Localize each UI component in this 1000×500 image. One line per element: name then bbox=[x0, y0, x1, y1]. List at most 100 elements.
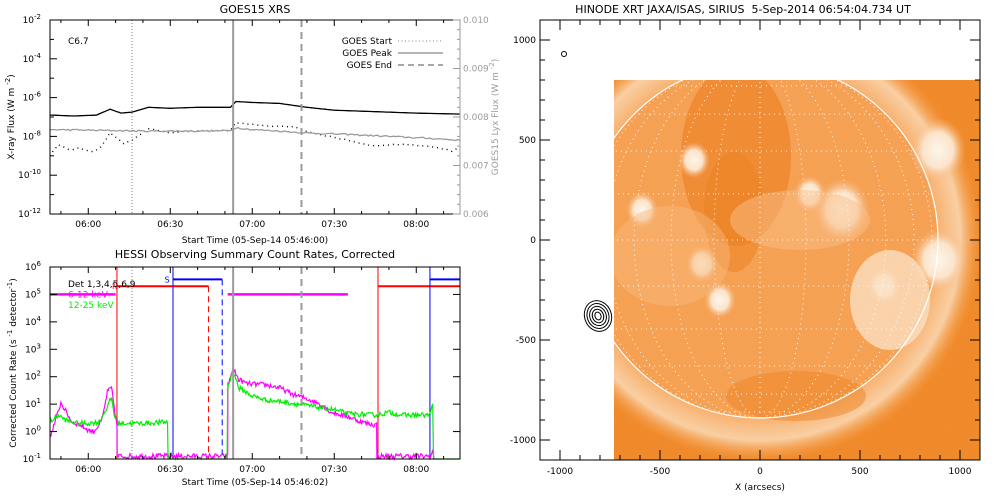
xrt-overlay-clipped bbox=[614, 80, 939, 419]
xrt-y-tick-label: -1000 bbox=[510, 436, 536, 446]
xrt-x-tick-label: 0 bbox=[757, 467, 763, 477]
xrt-longitude-grid bbox=[614, 80, 761, 419]
hessi-x-tick-label: 08:00 bbox=[403, 465, 429, 475]
hessi-y-tick-label: 103 bbox=[25, 342, 41, 355]
goes-y-tick-label: 10-6 bbox=[23, 91, 42, 104]
xrt-title: HINODE XRT JAXA/ISAS, SIRIUS 5-Sep-2014 … bbox=[575, 3, 911, 16]
goes-event-lines bbox=[131, 20, 303, 214]
goes-series-lyman bbox=[49, 127, 461, 142]
xrt-x-tick-label: 500 bbox=[851, 467, 868, 477]
xrt-longitude-grid bbox=[670, 80, 761, 419]
goes-y-tick-label: 10-12 bbox=[18, 207, 41, 220]
xrt-hessi-contour bbox=[583, 300, 613, 332]
hessi-x-ticks: 06:00 06:30 07:00 07:30 08:00 bbox=[60, 267, 445, 475]
goes-right-y-tick-label: 0.008 bbox=[463, 113, 489, 123]
goes-series-long bbox=[50, 100, 461, 117]
hessi-series-6-12kev bbox=[49, 366, 435, 462]
xrt-x-label: X (arcsecs) bbox=[735, 483, 785, 493]
hessi-series-12-25kev bbox=[49, 370, 460, 460]
hessi-series-group bbox=[49, 366, 460, 462]
hessi-title: HESSI Observing Summary Count Rates, Cor… bbox=[115, 248, 395, 261]
xrt-longitude-grid bbox=[759, 80, 850, 419]
hessi-event-lines bbox=[131, 267, 303, 459]
hessi-legend-label: Det 1,3,4,5,6,9 bbox=[68, 280, 136, 290]
goes-flare-class: C6.7 bbox=[68, 37, 89, 47]
xrt-y-tick-label: 500 bbox=[519, 136, 536, 146]
hessi-y-label: Corrected Count Rate (s -1 detector-1) bbox=[6, 278, 19, 447]
goes-x-tick-label: 06:30 bbox=[157, 220, 183, 230]
hessi-x-tick-label: 07:00 bbox=[239, 465, 265, 475]
hessi-legend-label: 6-12 keV bbox=[68, 291, 109, 301]
hessi-y-ticks: 10-1 100 101 102 103 104 105 106 bbox=[23, 260, 460, 465]
goes-plot-frame bbox=[49, 19, 461, 215]
goes-series-short bbox=[49, 121, 461, 157]
xrt-overlays bbox=[561, 51, 939, 419]
xrt-small-circle-marker bbox=[561, 51, 567, 57]
xrt-hessi-contour bbox=[591, 308, 605, 324]
xrt-longitude-grid bbox=[633, 80, 761, 419]
hessi-flag-lines: SN bbox=[50, 267, 461, 459]
hessi-x-tick-label: 06:00 bbox=[75, 465, 101, 475]
goes-right-y-ticks: 0.006 0.007 0.008 0.009 0.010 bbox=[453, 16, 489, 220]
goes-right-y-tick-label: 0.006 bbox=[463, 210, 489, 220]
hessi-x-label: Start Time (05-Sep-14 05:46:02) bbox=[182, 478, 328, 488]
xrt-hessi-contour bbox=[594, 311, 602, 321]
goes-right-y-tick-label: 0.009 bbox=[463, 65, 489, 75]
goes-x-tick-label: 07:30 bbox=[321, 220, 347, 230]
xrt-y-tick-label: 1000 bbox=[513, 36, 536, 46]
goes-title: GOES15 XRS bbox=[220, 3, 291, 16]
goes-panel: GOES15 XRS 06:00 06:30 07:00 07:30 08:00 10-… bbox=[4, 3, 501, 246]
goes-series-group bbox=[49, 100, 461, 157]
goes-y-tick-label: 10-2 bbox=[23, 13, 41, 26]
xrt-x-tick-label: 1000 bbox=[949, 467, 972, 477]
goes-right-y-tick-label: 0.010 bbox=[463, 16, 489, 26]
goes-legend: GOES Start GOES Peak GOES End bbox=[342, 37, 443, 71]
hessi-panel: HESSI Observing Summary Count Rates, Cor… bbox=[6, 248, 461, 488]
xrt-longitude-grid bbox=[759, 80, 887, 419]
hessi-y-tick-label: 100 bbox=[25, 425, 41, 438]
hessi-legend-label: 12-25 keV bbox=[68, 301, 114, 311]
xrt-solar-image bbox=[614, 80, 980, 460]
goes-x-tick-label: 07:00 bbox=[239, 220, 265, 230]
hessi-x-tick-label: 07:30 bbox=[321, 465, 347, 475]
xrt-panel: HINODE XRT JAXA/ISAS, SIRIUS 5-Sep-2014 … bbox=[510, 3, 981, 493]
hessi-y-tick-label: 102 bbox=[25, 370, 41, 383]
goes-x-tick-label: 08:00 bbox=[403, 220, 429, 230]
xrt-y-tick-label: -500 bbox=[516, 336, 537, 346]
xrt-hessi-contour bbox=[586, 303, 610, 329]
hessi-y-tick-label: 101 bbox=[25, 397, 41, 410]
goes-y-label: X-ray Flux (W m -2) bbox=[4, 74, 17, 159]
hessi-y-tick-label: 105 bbox=[25, 287, 41, 300]
hessi-x-tick-label: 06:30 bbox=[157, 465, 183, 475]
xrt-y-ticks: -1000 -500 0 500 1000 bbox=[510, 36, 980, 446]
xrt-longitude-grid bbox=[759, 80, 807, 419]
goes-x-tick-label: 06:00 bbox=[75, 220, 101, 230]
hessi-plot-frame bbox=[49, 266, 461, 460]
xrt-hessi-contour bbox=[589, 305, 607, 327]
goes-y-tick-label: 10-8 bbox=[23, 129, 41, 142]
goes-x-ticks: 06:00 06:30 07:00 07:30 08:00 bbox=[60, 20, 445, 230]
goes-y-tick-label: 10-4 bbox=[23, 52, 42, 65]
hessi-y-tick-label: 106 bbox=[25, 260, 41, 273]
xrt-x-ticks: -1000 -500 0 500 1000 bbox=[547, 20, 972, 477]
goes-x-label: Start Time (05-Sep-14 05:46:00) bbox=[182, 236, 328, 246]
xrt-longitude-grid bbox=[713, 80, 761, 419]
goes-y-tick-label: 10-10 bbox=[18, 168, 41, 181]
goes-legend-label: GOES End bbox=[347, 61, 392, 71]
xrt-x-tick-label: -500 bbox=[650, 467, 671, 477]
hessi-night-marker: N bbox=[112, 282, 118, 291]
goes-right-y-label: GOES15 Lyx Flux (W m -2) bbox=[488, 59, 501, 175]
goes-y-ticks: 10-12 10-10 10-8 10-6 10-4 10-2 bbox=[18, 13, 57, 220]
hessi-y-tick-label: 104 bbox=[25, 315, 41, 328]
goes-right-y-tick-label: 0.007 bbox=[463, 162, 489, 172]
hessi-saa-marker: S bbox=[164, 275, 169, 284]
goes-legend-label: GOES Start bbox=[342, 37, 393, 47]
xrt-x-tick-label: -1000 bbox=[547, 467, 573, 477]
xrt-y-tick-label: 0 bbox=[530, 236, 536, 246]
goes-legend-label: GOES Peak bbox=[342, 49, 392, 59]
xrt-longitude-grid bbox=[759, 80, 915, 419]
hessi-y-tick-label: 10-1 bbox=[23, 452, 41, 465]
xrt-noise-texture bbox=[614, 80, 980, 460]
